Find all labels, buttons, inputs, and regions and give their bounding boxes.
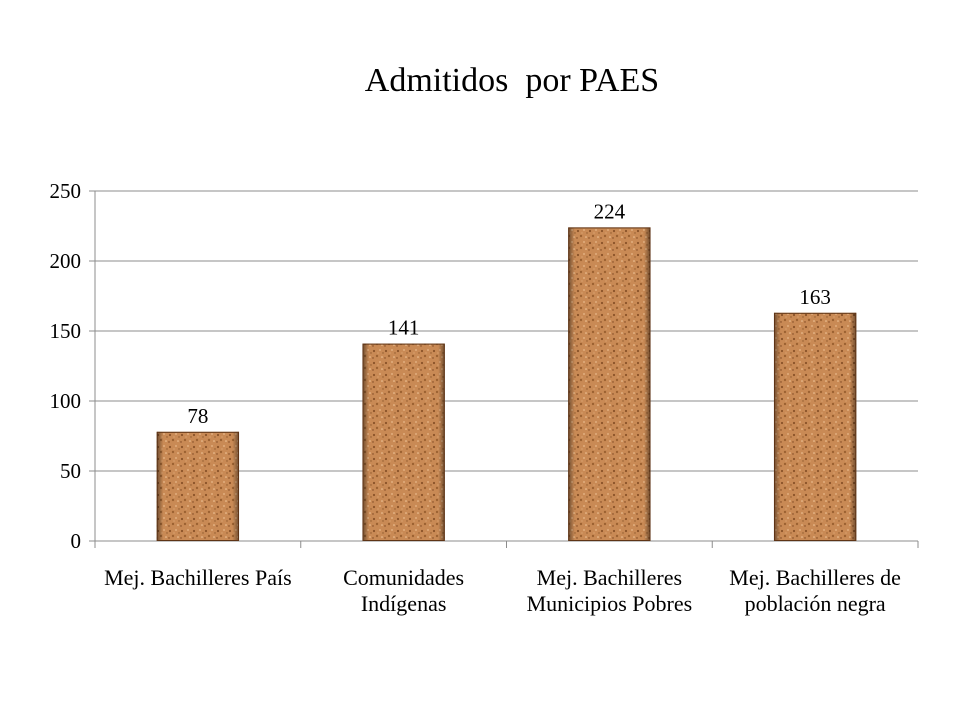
bar-bevel	[773, 312, 857, 541]
y-tick-label: 100	[50, 389, 82, 413]
data-labels: 78 141 224 163	[187, 199, 831, 427]
bar-outline	[568, 227, 651, 541]
x-tick-label: Mej. Bachilleres de	[729, 565, 901, 590]
bar	[156, 431, 240, 541]
bar-bevel	[362, 343, 445, 541]
bar	[362, 343, 445, 541]
x-tick-labels: Mej. Bachilleres País ComunidadesIndígena…	[104, 565, 901, 616]
bar-outline	[773, 312, 857, 541]
bar-outline	[362, 343, 445, 541]
data-label: 224	[594, 199, 626, 223]
bar-outline	[156, 431, 240, 541]
y-tick-label: 50	[60, 459, 81, 483]
y-tick-label: 250	[50, 179, 82, 203]
x-tick-label: población negra	[745, 591, 886, 616]
x-tick-label: Mej. Bachilleres País	[104, 565, 292, 590]
x-tick-label: Indígenas	[361, 591, 447, 616]
bars	[156, 227, 857, 541]
y-tick-label: 200	[50, 249, 82, 273]
y-tick-labels: 0 50 100 150 200 250	[50, 179, 82, 553]
data-label: 141	[388, 316, 420, 340]
bar	[568, 227, 651, 541]
bar-bevel	[568, 227, 651, 541]
y-tick-label: 0	[71, 529, 82, 553]
bar-bevel	[156, 431, 240, 541]
x-tick-label: Municipios Pobres	[527, 591, 693, 616]
data-label: 163	[799, 285, 831, 309]
x-tick-label: Comunidades	[343, 565, 464, 590]
data-label: 78	[187, 404, 208, 428]
x-tick-label: Mej. Bachilleres	[537, 565, 682, 590]
bar	[773, 312, 857, 541]
chart-title: Admitidos por PAES	[364, 62, 660, 99]
y-tick-label: 150	[50, 319, 82, 343]
